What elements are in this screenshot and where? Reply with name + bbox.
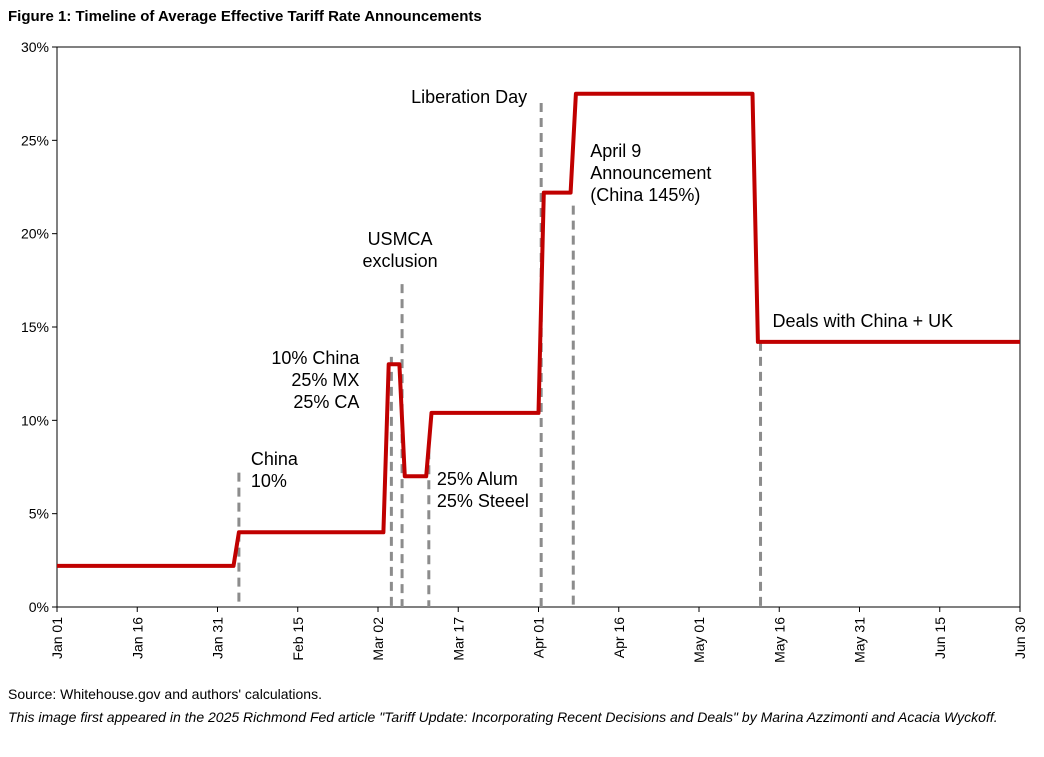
- chart-title: Figure 1: Timeline of Average Effective …: [8, 8, 482, 25]
- x-tick-label: Mar 02: [370, 617, 386, 661]
- y-tick-label: 0%: [29, 599, 49, 615]
- event-annotation: 10% China 25% MX 25% CA: [271, 348, 360, 412]
- x-tick-label: Mar 17: [450, 617, 466, 661]
- event-annotation-line: 25% Steeel: [437, 491, 529, 511]
- x-tick-label: Jan 31: [210, 617, 226, 659]
- credit-note: This image first appeared in the 2025 Ri…: [8, 709, 998, 725]
- event-annotation-line: Liberation Day: [411, 87, 527, 107]
- tariff-rate-series-line: [57, 91, 1020, 568]
- event-annotation-line: 25% Alum: [437, 469, 518, 489]
- tariff-chart: 0% 5% 10% 15% 20% 25% 30% Jan 01 Jan 16 Jan 31 Fe…: [21, 39, 1028, 663]
- event-annotation-line: 10%: [251, 471, 287, 491]
- event-annotation: China 10%: [251, 449, 299, 491]
- event-annotation: 25% Alum 25% Steeel: [437, 469, 529, 511]
- event-annotation-line: 25% MX: [291, 370, 359, 390]
- event-annotation-line: USMCA: [368, 229, 433, 249]
- event-annotation-line: 10% China: [271, 348, 360, 368]
- event-annotation-line: April 9: [590, 141, 641, 161]
- event-annotation-line: China: [251, 449, 299, 469]
- x-tick-label: Jan 16: [129, 617, 145, 659]
- x-tick-label: May 16: [771, 617, 787, 663]
- x-tick-label: Apr 01: [531, 617, 547, 658]
- event-annotation-line: Deals with China + UK: [773, 311, 954, 331]
- event-annotation-line: exclusion: [363, 251, 438, 271]
- event-annotation: Liberation Day: [411, 87, 527, 107]
- event-annotation: Deals with China + UK: [773, 311, 954, 331]
- event-annotation-line: 25% CA: [293, 392, 359, 412]
- event-annotation-line: (China 145%): [590, 185, 700, 205]
- x-tick-label: Feb 15: [290, 617, 306, 661]
- y-tick-label: 30%: [21, 39, 49, 55]
- x-tick-label: Jan 01: [49, 617, 65, 659]
- y-tick-label: 20%: [21, 226, 49, 242]
- x-tick-label: Jun 30: [1012, 617, 1028, 659]
- event-annotation-line: Announcement: [590, 163, 711, 183]
- y-tick-label: 15%: [21, 319, 49, 335]
- y-tick-label: 5%: [29, 506, 49, 522]
- x-tick-label: May 01: [691, 617, 707, 663]
- event-annotation: USMCA exclusion: [363, 229, 438, 271]
- y-tick-label: 10%: [21, 412, 49, 428]
- event-annotation: April 9 Announcement (China 145%): [590, 141, 711, 205]
- x-tick-label: Apr 16: [611, 617, 627, 658]
- y-tick-label: 25%: [21, 132, 49, 148]
- source-note: Source: Whitehouse.gov and authors' calc…: [8, 686, 322, 702]
- x-tick-label: May 31: [852, 617, 868, 663]
- x-tick-label: Jun 15: [932, 617, 948, 659]
